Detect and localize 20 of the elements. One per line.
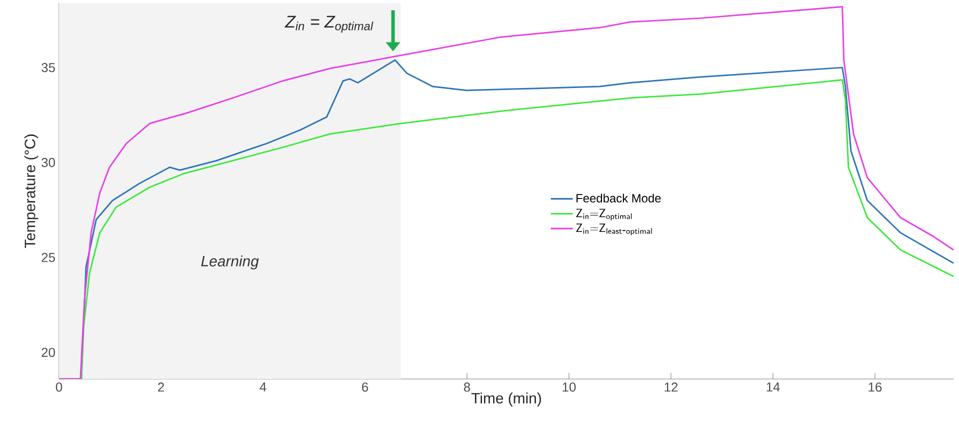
y-tick-label: 20	[42, 348, 55, 357]
y-axis-title: Temperature (°C)	[24, 134, 38, 248]
y-tick-label: 25	[42, 252, 55, 262]
x-tick-label: 16	[868, 382, 882, 392]
x-tick-label: 14	[766, 382, 780, 392]
x-tick-label: 10	[562, 382, 576, 392]
x-tick-label: 8	[464, 382, 470, 392]
x-tick-label: 2	[158, 382, 164, 392]
x-axis-title: Time (min)	[471, 392, 541, 406]
x-tick-label: 6	[362, 382, 368, 392]
legend-label: $\mathsf{Z}_{\mathsf{in}}\mathsf{=}\mathsf{Z}_{\mathsf{least\mbox{-}optimal}}$	[576, 224, 652, 236]
legend-label: $\mathsf{Z}_{\mathsf{in}}\mathsf{=}\mathsf{Z}_{\mathsf{optimal}}$	[576, 208, 632, 220]
y-tick-label: 30	[42, 158, 55, 168]
y-tick-label: 35	[42, 62, 55, 72]
band-label: Learning	[201, 255, 259, 270]
x-tick-label: 0	[56, 382, 62, 392]
annotation: Z$_{in}$ = Z$_{optimal}$	[284, 16, 374, 33]
x-tick-label: 12	[664, 382, 678, 392]
legend-label: Feedback Mode	[576, 194, 661, 202]
x-tick-label: 4	[260, 382, 266, 392]
